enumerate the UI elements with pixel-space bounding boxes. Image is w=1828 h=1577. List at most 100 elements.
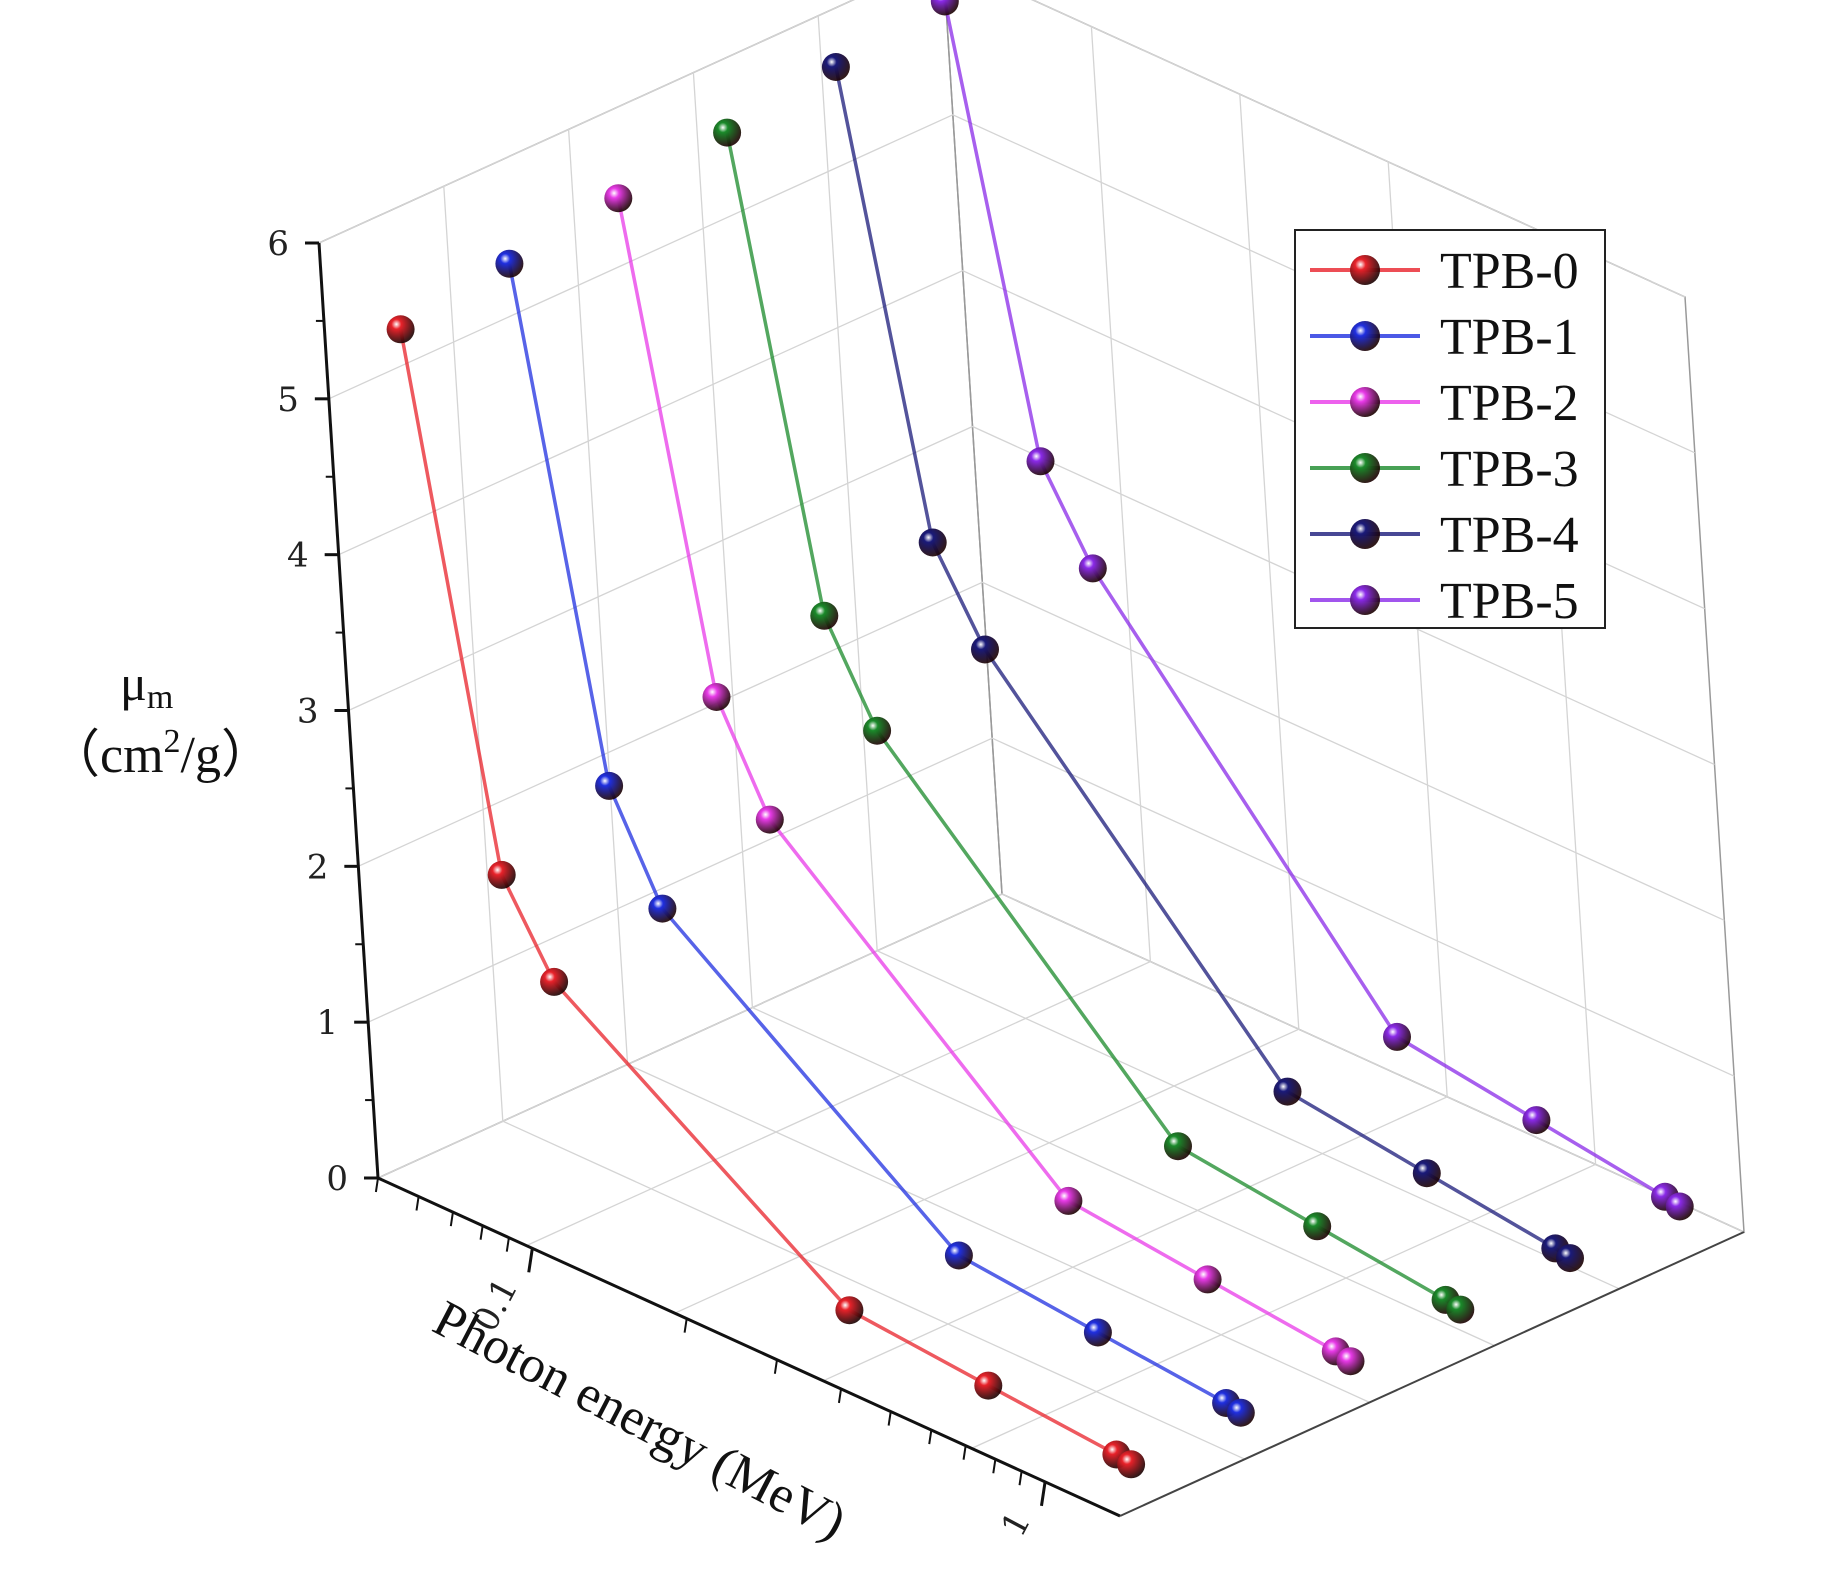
x-tick-label: 1 [994,1505,1039,1543]
data-point [863,716,892,745]
x-minor-tick [374,1177,379,1193]
legend-item: TPB-5 [1310,573,1579,630]
z-tick-label: 3 [297,692,319,732]
data-point [595,771,624,800]
legend-swatch-marker [1350,255,1380,285]
back-walls [318,0,1746,1517]
data-point [648,894,677,923]
x-major-tick [527,1248,534,1273]
z-axis-title-symbol: μm [120,655,173,716]
series-TPB-4 [821,53,1584,1273]
data-point [1383,1022,1411,1051]
legend-box [1294,229,1606,629]
z-grid-line [358,581,1725,921]
data-point [1446,1295,1475,1324]
z-grid-line [318,0,1686,298]
series-TPB-3 [713,118,1475,1324]
legend: TPB-0 TPB-1 TPB-2 TPB-3 TPB-4 TPB-5 [1294,229,1606,630]
grid-lines [318,0,1745,1460]
data-point [1193,1265,1222,1294]
legend-label: TPB-3 [1440,441,1579,498]
depth-axis-line [1119,1231,1745,1517]
data-point [1273,1077,1302,1106]
data-point [1303,1212,1332,1241]
x-minor-tick [962,1445,967,1460]
data-point [1665,1192,1694,1221]
data-point [835,1296,864,1325]
x-minor-tick [505,1237,510,1252]
x-minor-tick [837,1388,843,1404]
x-minor-tick [992,1459,997,1474]
data-point [1117,1450,1146,1479]
data-point [974,1371,1003,1400]
data-point [702,683,731,711]
z-tick-label: 0 [326,1159,348,1199]
legend-item: TPB-1 [1310,309,1579,366]
legend-item: TPB-2 [1310,375,1579,432]
legend-swatch-marker [1350,585,1380,615]
data-point [1026,447,1055,476]
depth-grid-line [567,129,1370,1403]
z-grid-line [377,893,1745,1233]
series-TPB-0 [386,315,1146,1479]
legend-item: TPB-0 [1310,243,1579,300]
z-tick-label: 6 [267,224,289,264]
z-grid-line [348,425,1715,766]
depth-grid-line [692,72,1495,1347]
z-axis-title-unit: （cm2/g） [48,723,273,784]
data-point [1336,1347,1365,1376]
legend-label: TPB-1 [1440,309,1579,366]
depth-grid-line [817,15,1620,1290]
data-point [1164,1132,1192,1161]
data-point [821,53,850,81]
data-point [930,0,959,16]
legend-label: TPB-0 [1440,243,1579,300]
x-axis-title: Photon energy (MeV) [424,1290,854,1551]
depth-grid-line [443,186,1246,1460]
series-TPB-2 [604,184,1365,1376]
data-point [713,118,742,147]
data-point [1054,1186,1083,1215]
data-point [386,315,415,344]
x-major-tick [1039,1481,1047,1507]
data-point [1083,1318,1112,1347]
data-point [918,528,947,557]
z-grid-line [367,737,1735,1077]
legend-swatch-marker [1350,387,1380,417]
x-minor-tick [683,1318,688,1333]
legend-label: TPB-4 [1440,507,1579,564]
data-point [810,601,839,630]
data-point [1412,1159,1441,1188]
legend-label: TPB-5 [1440,573,1579,630]
x-minor-tick [449,1211,454,1227]
x-minor-tick [479,1225,484,1240]
data-point [1078,554,1107,583]
data-point [944,1241,973,1270]
z-tick-label: 5 [277,380,299,420]
z-tick-label: 2 [307,847,329,887]
x-minor-tick [773,1359,778,1374]
series-TPB-1 [495,249,1255,1427]
legend-item: TPB-3 [1310,441,1579,498]
data-point [1522,1106,1551,1135]
z-tick-label: 4 [287,536,309,576]
x-minor-tick [887,1411,892,1426]
legend-swatch-marker [1350,519,1380,549]
data-point [1226,1398,1255,1427]
data-point [495,249,524,278]
energy-grid-line [526,26,1152,1247]
left-back-wall [318,0,1003,1180]
data-point [971,635,999,664]
legend-swatch-marker [1350,321,1380,351]
series-group [386,0,1694,1479]
energy-grid-line [674,94,1300,1314]
series-line [616,197,1352,1363]
axis-labels: μm （cm2/g） Photon energy (MeV) [48,655,855,1551]
data-point [540,967,569,996]
data-point [755,805,784,834]
data-point [604,184,633,213]
legend-item: TPB-4 [1310,507,1579,564]
series-TPB-5 [930,0,1694,1221]
